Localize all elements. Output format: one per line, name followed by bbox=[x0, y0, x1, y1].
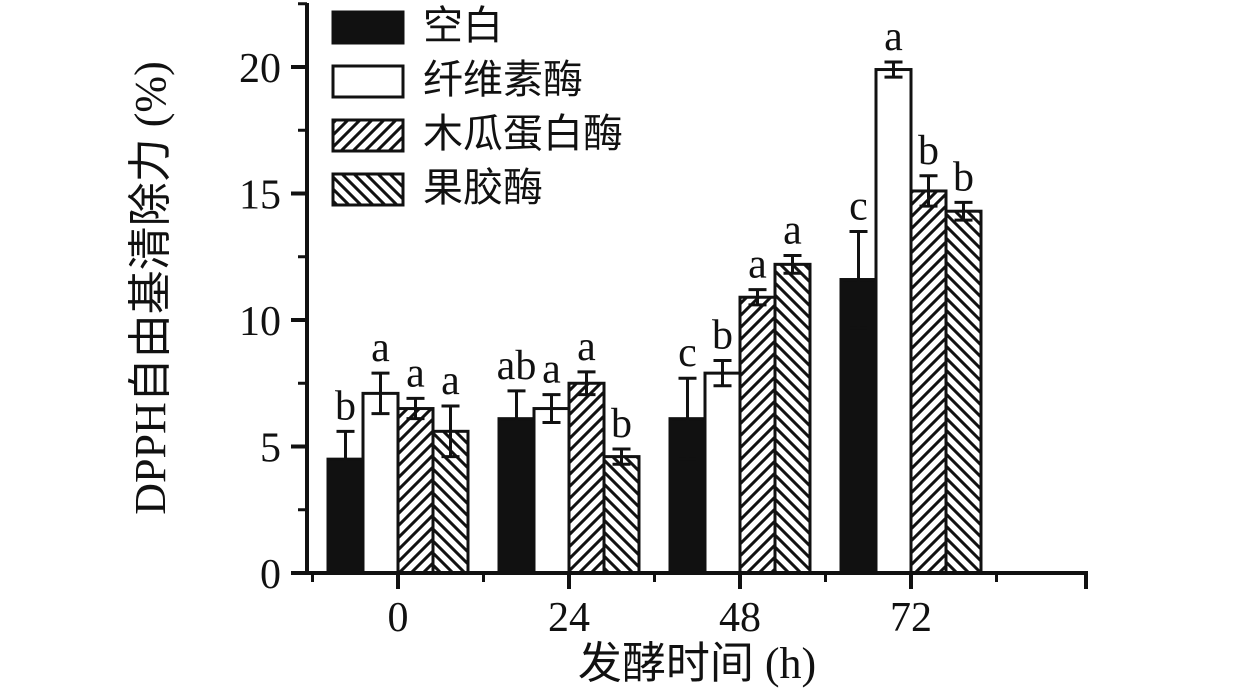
error-bar bbox=[713, 358, 732, 388]
axes-layer: 0 5 10 15 20 0 24 48 72 bbox=[239, 2, 1088, 641]
legend-label: 纤维素酶 bbox=[423, 57, 583, 102]
bar-white-cat3 bbox=[874, 68, 913, 575]
sig-letter: ab bbox=[497, 343, 537, 389]
sig-letter: a bbox=[884, 14, 903, 60]
bar-white-cat0 bbox=[361, 391, 400, 575]
sig-letter: a bbox=[577, 324, 596, 370]
error-bar bbox=[612, 447, 631, 466]
bar-hatch-backward-cat2 bbox=[773, 262, 812, 575]
bar-hatch-backward-cat3 bbox=[944, 209, 983, 575]
error-bar bbox=[336, 429, 355, 489]
x-axis-title: 发酵时间 (h) bbox=[578, 639, 816, 688]
sig-letter: a bbox=[406, 350, 425, 396]
error-bar bbox=[884, 60, 903, 79]
bar-hatch-forward-cat3 bbox=[909, 189, 948, 575]
error-bar bbox=[406, 396, 425, 421]
legend-label: 空白 bbox=[423, 3, 503, 48]
legend-label: 木瓜蛋白酶 bbox=[423, 111, 623, 156]
y-tick-label: 5 bbox=[260, 426, 281, 472]
sig-letter: c bbox=[849, 183, 868, 229]
sig-letter: a bbox=[783, 207, 802, 253]
sig-letter: b bbox=[611, 401, 632, 447]
error-bar bbox=[678, 376, 697, 461]
bar-hatch-forward-cat0 bbox=[396, 407, 435, 575]
error-bar bbox=[783, 253, 802, 275]
x-tick-label: 0 bbox=[388, 595, 409, 641]
x-tick-label: 24 bbox=[548, 595, 590, 641]
y-axis-title: DPPH自由基清除力 (%) bbox=[126, 61, 175, 514]
sig-letter: b bbox=[918, 128, 939, 174]
legend-swatch-hatch-forward bbox=[331, 118, 405, 153]
sig-letter: c bbox=[678, 330, 697, 376]
bar-white-cat1 bbox=[532, 407, 571, 575]
sig-letter: a bbox=[748, 242, 767, 288]
y-tick-label: 0 bbox=[260, 552, 281, 598]
x-tick-label: 72 bbox=[890, 595, 932, 641]
bar-hatch-forward-cat1 bbox=[567, 381, 606, 575]
error-bar bbox=[919, 174, 938, 208]
error-bar bbox=[371, 371, 390, 416]
error-bar bbox=[849, 229, 868, 330]
error-bar bbox=[441, 404, 460, 459]
sig-letter: a bbox=[441, 358, 460, 404]
bar-hatch-backward-cat0 bbox=[431, 429, 470, 575]
legend-swatch-white bbox=[331, 64, 405, 99]
y-tick-label: 15 bbox=[239, 173, 281, 219]
bar-white-cat2 bbox=[703, 371, 742, 575]
error-bar bbox=[748, 288, 767, 307]
sig-letter: a bbox=[371, 325, 390, 371]
sig-letter: b bbox=[712, 312, 733, 358]
error-bar bbox=[542, 393, 561, 424]
error-bar bbox=[507, 389, 526, 448]
error-bars-layer bbox=[336, 60, 973, 489]
error-bar bbox=[577, 370, 596, 397]
bar-hatch-backward-cat1 bbox=[602, 455, 641, 575]
bar-hatch-forward-cat2 bbox=[738, 295, 777, 575]
error-bar bbox=[954, 200, 973, 222]
sig-letter: b bbox=[953, 154, 974, 200]
sig-letter: b bbox=[335, 383, 356, 429]
x-tick-label: 48 bbox=[719, 595, 761, 641]
y-tick-label: 10 bbox=[239, 299, 281, 345]
y-tick-label: 20 bbox=[239, 46, 281, 92]
legend-swatch-solid-black bbox=[331, 10, 405, 45]
legend-label: 果胶酶 bbox=[423, 165, 543, 210]
sig-letter: a bbox=[542, 347, 561, 393]
legend-swatch-hatch-backward bbox=[331, 172, 405, 207]
